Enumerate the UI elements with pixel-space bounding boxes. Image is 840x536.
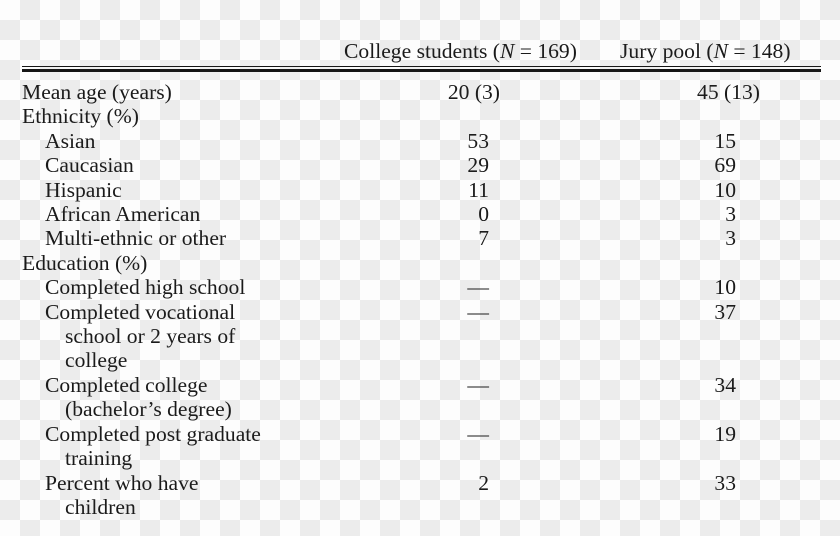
table-row: Completed vocational school or 2 years o…: [0, 300, 840, 373]
college-students-value: —: [467, 421, 489, 446]
table-row: Caucasian 29 69: [0, 153, 840, 177]
table-row: Completed college (bachelor’s degree) — …: [0, 373, 840, 422]
jury-pool-value: [510, 104, 840, 128]
column-header-text: College students (: [344, 39, 500, 63]
college-students-value: 20 (3): [447, 80, 500, 104]
jury-pool-value: 34: [714, 372, 736, 397]
row-label: Ethnicity (%): [22, 104, 139, 129]
table-row: Completed post graduate training — 19: [0, 422, 840, 471]
college-students-value: [340, 251, 510, 275]
table-row: Mean age (years) 20 (3) 45 (13): [0, 80, 840, 104]
table-row: African American 0 3: [0, 202, 840, 226]
row-label: African American: [45, 202, 201, 227]
table-body: Mean age (years) 20 (3) 45 (13) Ethnicit…: [0, 80, 840, 519]
jury-pool-value: 69: [714, 153, 736, 178]
row-label: Mean age (years): [22, 80, 172, 104]
jury-pool-value: 3: [725, 202, 736, 227]
row-label: Percent who have children: [45, 470, 199, 519]
college-students-value: 11: [468, 177, 489, 202]
college-students-value: 7: [478, 226, 489, 251]
college-students-value: 2: [478, 470, 489, 495]
table-row: Multi-ethnic or other 7 3: [0, 226, 840, 250]
header-separator-rule: [22, 65, 821, 73]
row-label: Multi-ethnic or other: [45, 226, 227, 251]
college-students-value: 29: [467, 153, 489, 178]
column-header-jury-pool: Jury pool (N = 148): [620, 38, 791, 64]
row-label: Completed high school: [45, 275, 246, 300]
jury-pool-value: 15: [714, 128, 736, 153]
jury-pool-value: 3: [725, 226, 736, 251]
row-label: Caucasian: [45, 153, 134, 178]
table-row: Completed high school — 10: [0, 275, 840, 299]
jury-pool-value: 33: [714, 470, 736, 495]
row-label: Completed college (bachelor’s degree): [45, 372, 232, 422]
college-students-value: 53: [467, 128, 489, 153]
table-row: Education (%): [0, 251, 840, 275]
column-header-text: = 148): [727, 39, 791, 63]
row-label: Hispanic: [45, 177, 122, 202]
column-header-text: Jury pool (: [620, 39, 714, 63]
row-label: Asian: [45, 128, 96, 153]
table-row: Percent who have children 2 33: [0, 471, 840, 520]
row-label: Education (%): [22, 250, 148, 275]
jury-pool-value: 45 (13): [697, 80, 760, 104]
college-students-value: 0: [478, 202, 489, 227]
table-row: Ethnicity (%): [0, 104, 840, 128]
college-students-value: —: [467, 372, 489, 397]
college-students-value: —: [467, 275, 489, 300]
row-label: Completed post graduate training: [45, 421, 261, 471]
column-header-text: = 169): [514, 39, 577, 63]
table-row: Asian 53 15: [0, 129, 840, 153]
sample-size-variable: N: [713, 39, 728, 63]
jury-pool-value: 10: [714, 275, 736, 300]
college-students-value: [340, 104, 510, 128]
college-students-value: —: [467, 299, 489, 324]
column-header-college-students: College students (N = 169): [344, 38, 577, 64]
sample-size-variable: N: [499, 39, 515, 63]
jury-pool-value: [510, 251, 840, 275]
jury-pool-value: 37: [714, 299, 736, 324]
jury-pool-value: 19: [714, 421, 736, 446]
jury-pool-value: 10: [714, 177, 736, 202]
row-label: Completed vocational school or 2 years o…: [45, 299, 236, 373]
table-row: Hispanic 11 10: [0, 178, 840, 202]
